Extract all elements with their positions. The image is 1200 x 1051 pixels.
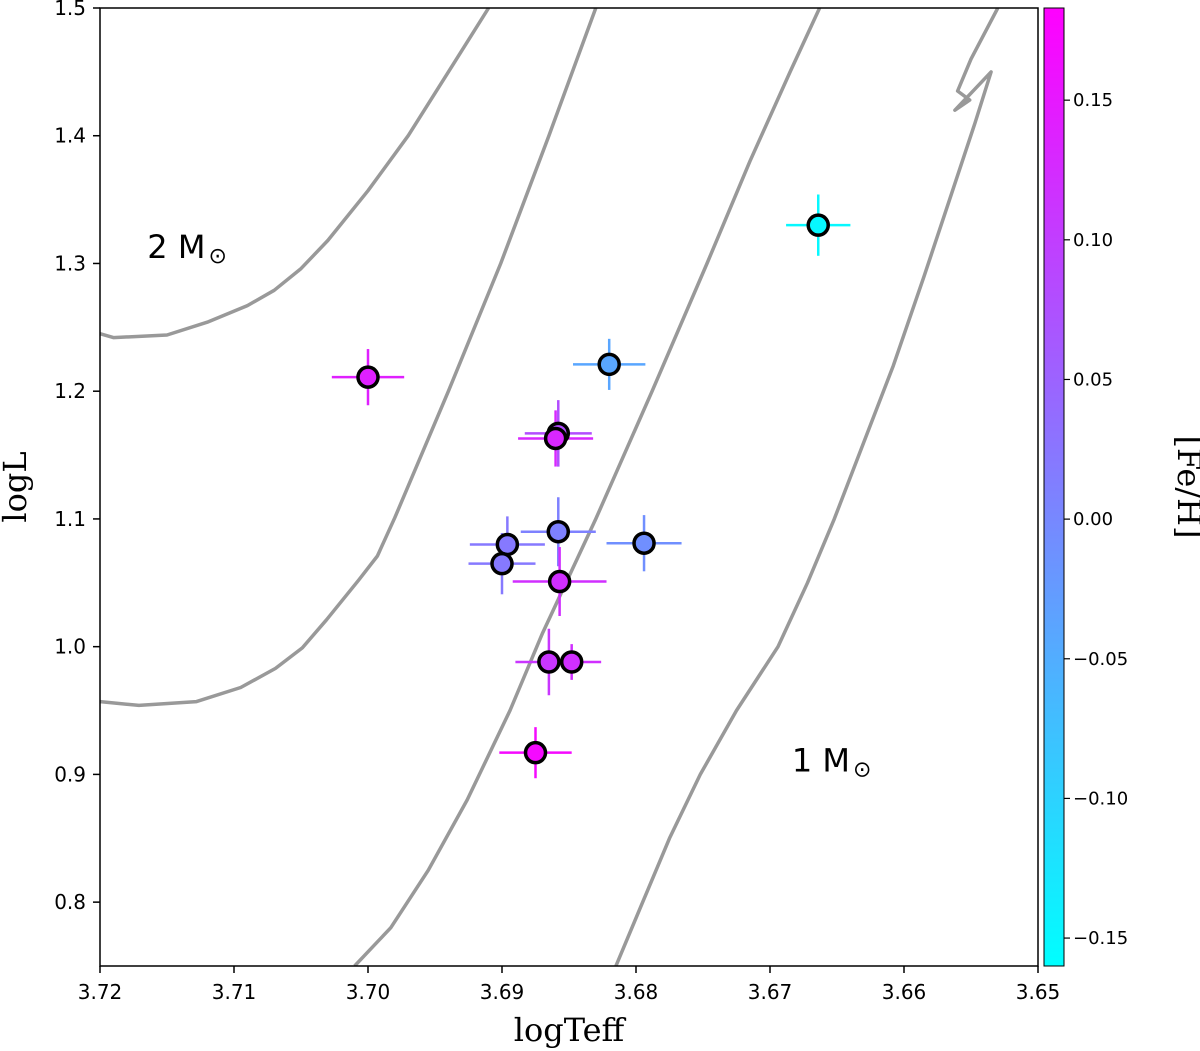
x-tick-label: 3.66: [882, 980, 927, 1004]
mass-label: 2 M ⊙: [147, 228, 227, 269]
x-tick-label: 3.68: [614, 980, 659, 1004]
star-point: [632, 531, 656, 555]
y-tick-label: 1.0: [54, 635, 86, 659]
x-tick-label: 3.71: [212, 980, 257, 1004]
y-axis-ticks: 0.8 0.9 1.0 1.1 1.2 1.3 1.4 1.5: [54, 0, 100, 914]
colorbar: [1043, 7, 1065, 967]
track-line: [100, 8, 491, 340]
y-axis-title: logL: [0, 451, 34, 522]
x-tick-label: 3.69: [480, 980, 525, 1004]
colorbar-tick-label: −0.10: [1073, 788, 1128, 809]
star-point: [546, 519, 571, 544]
track-line: [100, 8, 598, 708]
colorbar-tick-label: 0.10: [1073, 230, 1113, 251]
colorbar-tick-label: 0.00: [1073, 509, 1113, 530]
y-tick-label: 1.2: [54, 379, 86, 403]
mass-annotations: 2 M ⊙ 1 M ⊙: [147, 228, 871, 782]
sun-symbol: ⊙: [208, 244, 226, 269]
x-axis-title: logTeff: [514, 1011, 627, 1049]
colorbar-tick-label: −0.15: [1073, 928, 1128, 949]
star-point: [523, 740, 548, 765]
colorbar-title: [Fe/H]: [1170, 435, 1200, 538]
y-tick-label: 0.9: [54, 762, 86, 786]
track-line: [614, 8, 1000, 966]
star-point: [806, 213, 830, 237]
y-tick-label: 0.8: [54, 890, 86, 914]
colorbar-tick-label: 0.15: [1073, 90, 1113, 111]
y-tick-label: 1.5: [54, 0, 86, 20]
star-point: [490, 551, 514, 576]
colorbar-ticks: −0.15 −0.10 −0.05 0.00 0.05 0.10 0.15: [1064, 90, 1128, 949]
star-point: [559, 650, 584, 674]
x-axis-ticks: 3.72 3.71 3.70 3.69 3.68 3.67 3.66 3.65: [78, 966, 1061, 1004]
star-point: [597, 352, 621, 377]
star-point: [537, 650, 561, 674]
evolutionary-tracks: [100, 8, 1000, 966]
star-point: [547, 569, 572, 594]
colorbar-tick-label: 0.05: [1073, 369, 1113, 390]
star-point: [543, 426, 568, 451]
y-tick-label: 1.4: [54, 124, 86, 148]
sun-symbol: ⊙: [853, 757, 871, 782]
data-points: [356, 213, 830, 765]
star-point: [356, 365, 380, 389]
track-line: [353, 8, 822, 966]
y-tick-label: 1.3: [54, 251, 86, 275]
plot-frame: [99, 7, 1039, 967]
star-point: [495, 532, 520, 557]
x-tick-label: 3.72: [78, 980, 123, 1004]
mass-label: 1 M ⊙: [792, 741, 872, 782]
colorbar-tick-label: −0.05: [1073, 649, 1128, 670]
y-tick-label: 1.1: [54, 507, 86, 531]
x-tick-label: 3.67: [748, 980, 793, 1004]
x-tick-label: 3.70: [346, 980, 391, 1004]
x-tick-label: 3.65: [1016, 980, 1061, 1004]
